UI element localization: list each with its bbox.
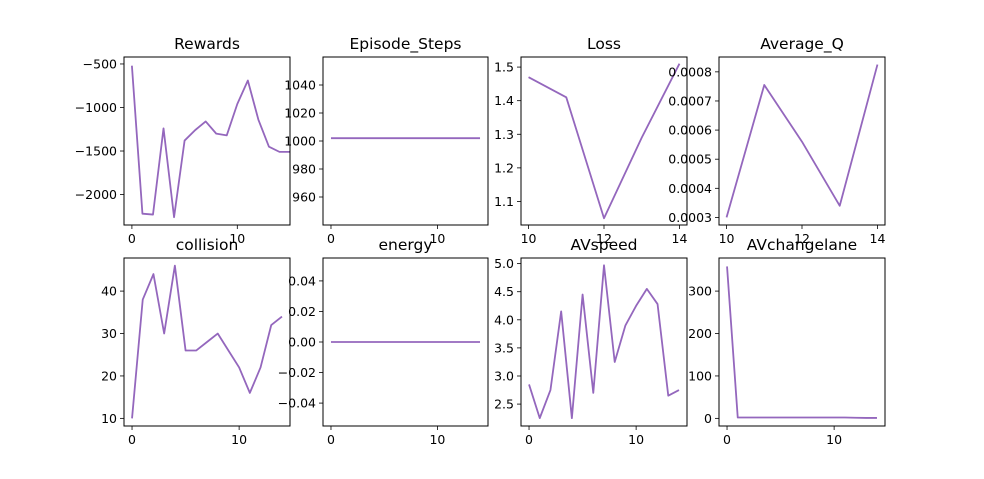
series-line (726, 266, 877, 419)
chart-panel-5: collision 0 10 40 30 20 10 (101, 236, 291, 447)
x-tick-label: 0 (327, 231, 335, 246)
x-tick-label: 10 (719, 231, 735, 246)
x-tick-label: 10 (429, 231, 445, 246)
y-tick-label: 1.2 (494, 160, 514, 175)
y-tick-label: 5.0 (494, 256, 514, 271)
y-tick-label: 0.0006 (668, 123, 712, 138)
y-tick-label: 1040 (284, 78, 316, 93)
y-tick-label: 4.5 (494, 284, 514, 299)
chart-panel-6: energy 0 10 0.04 0.02 0.00 −0.02 −0.04 (278, 236, 489, 447)
series-line (131, 65, 290, 219)
chart-panel-7: AVspeed 0 10 5.0 4.5 4.0 3.5 3.0 2.5 (494, 236, 688, 447)
chart-title: Average_Q (760, 35, 844, 54)
x-tick-label: 10 (826, 432, 842, 447)
y-tick-label: −1500 (75, 144, 117, 159)
axes-frame (123, 257, 291, 427)
y-tick-label: −0.04 (278, 396, 316, 411)
y-tick-label: 20 (101, 368, 117, 383)
y-tick-label: 2.5 (494, 397, 514, 412)
y-tick-label: 0.0003 (668, 210, 712, 225)
y-tick-label: 960 (292, 190, 316, 205)
x-tick-label: 10 (229, 231, 245, 246)
y-tick-label: 0 (704, 411, 712, 426)
y-tick-label: 3.5 (494, 340, 514, 355)
x-tick-label: 10 (231, 432, 247, 447)
y-tick-label: 0.04 (288, 273, 316, 288)
y-tick-label: 4.0 (494, 312, 514, 327)
series-line (528, 264, 680, 420)
y-tick-label: 0.00 (288, 335, 316, 350)
y-tick-label: 1.1 (494, 194, 514, 209)
axes-frame (718, 257, 886, 427)
x-tick-label: 10 (429, 432, 445, 447)
chart-panel-3: Loss 10 12 14 1.5 1.4 1.3 1.2 1.1 (494, 35, 688, 246)
y-tick-label: 1.5 (494, 60, 514, 75)
series-line (725, 64, 879, 218)
y-tick-label: 0.0008 (668, 64, 712, 79)
axes-frame (520, 56, 688, 226)
x-tick-label: 0 (525, 432, 533, 447)
y-tick-label: 300 (688, 284, 712, 299)
x-tick-label: 14 (870, 231, 886, 246)
x-tick-label: 12 (794, 231, 810, 246)
y-tick-label: −2000 (75, 187, 117, 202)
y-tick-label: 980 (292, 162, 316, 177)
x-tick-label: 10 (628, 432, 644, 447)
axes-frame (520, 257, 688, 427)
y-tick-label: 0.0004 (668, 181, 712, 196)
y-tick-label: −0.02 (278, 365, 316, 380)
chart-title: AVspeed (570, 236, 637, 254)
x-tick-label: 0 (723, 432, 731, 447)
y-tick-label: 40 (101, 284, 117, 299)
y-tick-label: 0.0007 (668, 93, 712, 108)
axes-frame (322, 56, 489, 226)
x-tick-label: 14 (672, 231, 688, 246)
chart-panel-8: AVchangelane 0 10 300 200 100 0 (688, 236, 886, 447)
y-tick-label: 1.4 (494, 93, 514, 108)
chart-panel-4: Average_Q 10 12 14 0.0008 0.0007 0.0006 0.0005 0… (668, 35, 886, 246)
x-tick-label: 0 (327, 432, 335, 447)
x-tick-label: 12 (596, 231, 612, 246)
chart-panel-1: Rewards 0 10 −500 −1000 −1500 −2000 (75, 35, 291, 246)
y-tick-label: 100 (688, 368, 712, 383)
y-tick-label: 1.3 (494, 127, 514, 142)
y-tick-label: 200 (688, 326, 712, 341)
chart-title: collision (176, 236, 239, 254)
series-line (528, 63, 681, 220)
y-tick-label: 10 (101, 411, 117, 426)
x-tick-label: 0 (128, 231, 136, 246)
y-tick-label: 30 (101, 326, 117, 341)
x-tick-label: 0 (128, 432, 136, 447)
chart-title: Rewards (174, 35, 240, 53)
chart-panel-2: Episode_Steps 0 10 1040 1020 1000 980 960 (284, 35, 489, 246)
y-tick-label: −500 (83, 56, 117, 71)
y-tick-label: 0.02 (288, 304, 316, 319)
axes-frame (123, 56, 291, 226)
series-line (131, 264, 283, 419)
y-tick-label: −1000 (75, 100, 117, 115)
chart-title: Episode_Steps (350, 35, 462, 54)
chart-title: energy (378, 236, 432, 254)
y-tick-label: 1020 (284, 106, 316, 121)
chart-title: Loss (587, 35, 621, 53)
chart-title: AVchangelane (747, 236, 857, 254)
y-tick-label: 0.0005 (668, 152, 712, 167)
y-tick-label: 3.0 (494, 368, 514, 383)
x-tick-label: 10 (521, 231, 537, 246)
y-tick-label: 1000 (284, 134, 316, 149)
